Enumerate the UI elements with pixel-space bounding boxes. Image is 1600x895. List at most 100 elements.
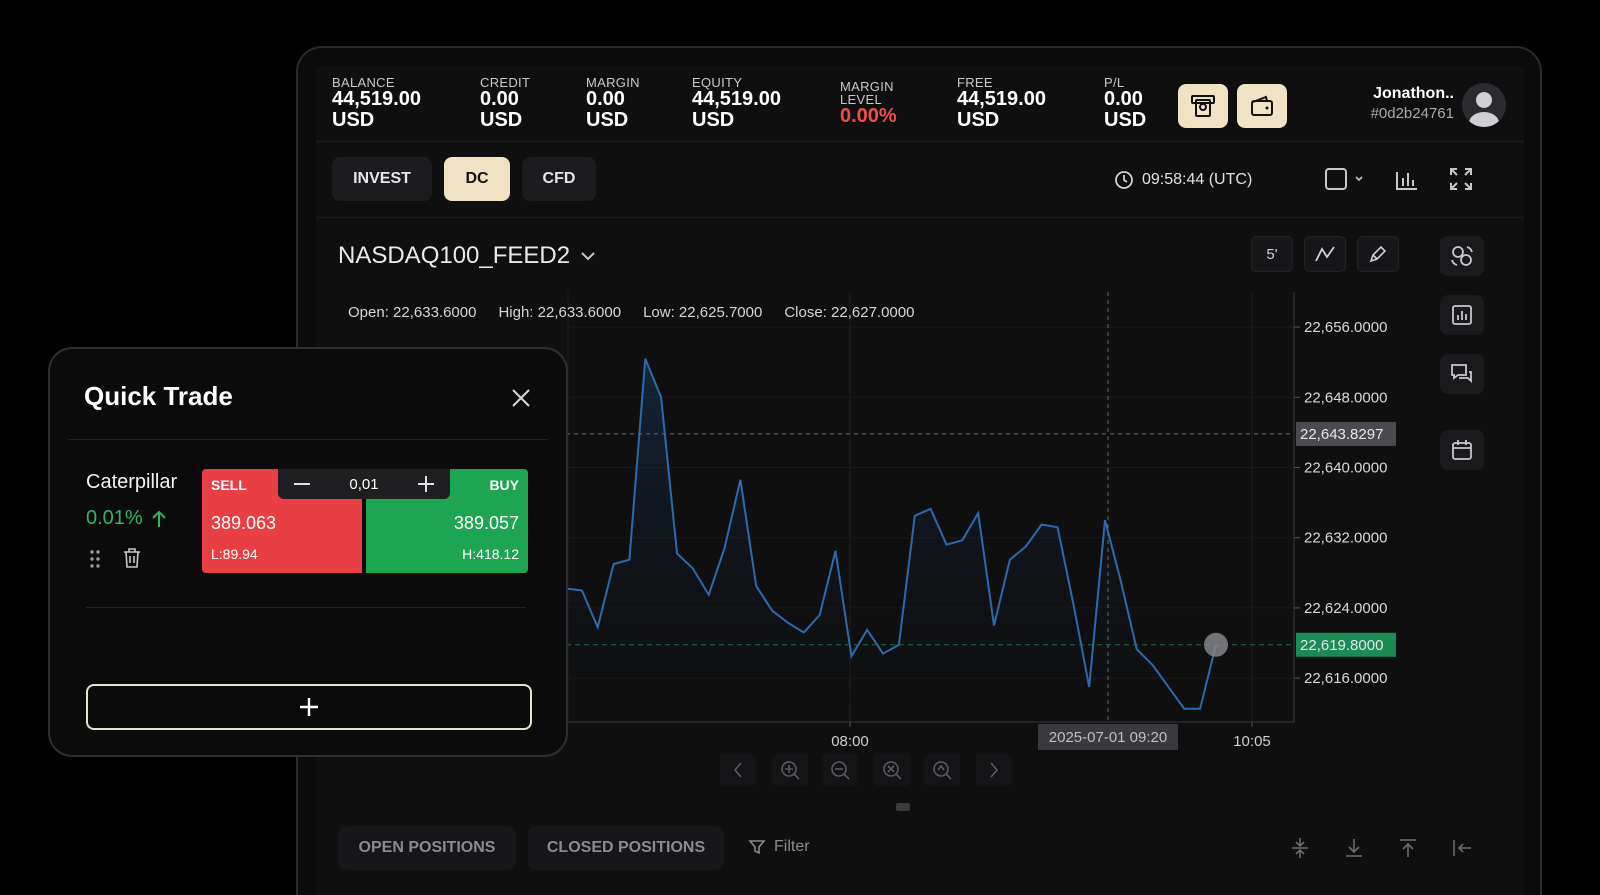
credit-value: 0.00 [480,88,519,110]
free-unit: USD [957,109,1000,131]
reports-button[interactable] [1440,295,1484,335]
divider [86,607,526,608]
delete-button[interactable] [122,547,142,574]
trash-icon [124,548,140,568]
zoom-in-icon [781,761,800,780]
symbol-name: NASDAQ100_FEED2 [338,242,571,269]
atm-icon [1191,95,1215,117]
chat-button[interactable] [1440,354,1484,394]
drag-handle-icon [90,550,100,568]
maximize-panel-button[interactable] [1396,836,1420,865]
calendar-icon [1452,440,1472,460]
deposit-button[interactable] [1178,84,1228,128]
avatar[interactable] [1462,83,1506,127]
calendar-button[interactable] [1440,430,1484,470]
sell-label: SELL [211,477,247,493]
ohlc-open: Open: 22,633.6000 [348,304,477,321]
line-chart-icon [1315,246,1335,262]
chat-icon [1451,364,1472,384]
pl-stat: P/L 0.00 USD [1104,76,1146,131]
minus-icon[interactable] [292,474,312,494]
sync-button[interactable] [1440,236,1484,276]
tab-open-positions[interactable]: OPEN POSITIONS [338,826,516,870]
margin-unit: USD [586,109,629,131]
crosshair-price-label: 22,643.8297 [1300,426,1383,443]
layout-select[interactable] [1324,166,1370,197]
tab-invest[interactable]: INVEST [332,157,432,201]
credit-unit: USD [480,109,523,131]
credit-stat: CREDIT 0.00 USD [480,76,530,131]
arrow-down-icon [1346,839,1362,857]
instrument-change: 0.01% [86,507,167,530]
margin-level-label-2: LEVEL [840,92,882,107]
drawing-tools-button[interactable] [1357,236,1399,272]
free-value: 44,519.00 [957,88,1046,110]
margin-level-value: 0.00% [840,105,897,127]
sync-icon [1451,246,1473,266]
credit-label: CREDIT [480,75,531,90]
plus-icon [300,698,318,716]
wallet-button[interactable] [1237,84,1287,128]
collapse-panel-button[interactable] [1288,836,1312,865]
minimize-panel-button[interactable] [1342,836,1366,865]
balance-value: 44,519.00 [332,88,421,110]
quantity-value[interactable]: 0,01 [349,475,379,493]
chart-indicators-icon [1396,172,1417,190]
free-label: FREE [957,75,993,90]
x-tick-label: 08:00 [831,733,869,750]
current-price-badge [1296,632,1396,657]
buy-price: 389.057 [453,513,519,533]
fullscreen-button[interactable] [1448,166,1474,197]
divider [68,439,548,440]
series-area [566,358,1216,722]
expand-icon [1450,168,1472,190]
clock-icon [1115,171,1133,189]
dock-left-button[interactable] [1450,836,1474,865]
buy-label: BUY [489,477,519,493]
chart-nav-button [720,754,756,786]
tab-cfd[interactable]: CFD [522,157,596,201]
drag-handle[interactable] [88,549,102,574]
zoom-fit-icon [933,761,952,780]
account-summary: BALANCE 44,519.00 USD CREDIT 0.00 USD MA… [316,66,1524,142]
y-tick-label: 22,640.0000 [1304,460,1387,477]
pl-label: P/L [1104,75,1125,90]
clock-text: 09:58:44 (UTC) [1142,171,1253,188]
tab-closed-positions[interactable]: CLOSED POSITIONS [528,826,724,870]
current-price-label: 22,619.8000 [1300,637,1383,654]
add-instrument-button[interactable] [86,684,532,730]
indicators-button[interactable] [1394,166,1420,197]
crosshair-time-label: 2025-07-01 09:20 [1049,729,1167,746]
margin-label: MARGIN [586,75,640,90]
margin-level-label-1: MARGIN [840,79,894,94]
tab-dc[interactable]: DC [444,157,510,201]
y-tick-label: 22,624.0000 [1304,600,1387,617]
balance-stat: BALANCE 44,519.00 USD [332,76,421,131]
trade-widget: SELL 389.063 L:89.94 BUY 389.057 H:418.1… [202,469,528,573]
current-point-marker [1204,632,1228,657]
modal-title: Quick Trade [84,381,233,411]
close-button[interactable] [510,387,532,414]
panel-resize-handle [896,803,910,811]
wallet-icon [1251,95,1273,116]
series-line [565,358,1217,710]
y-tick-label: 22,616.0000 [1304,670,1387,687]
user-info[interactable]: Jonathon.. #0d2b24761 [1371,84,1454,124]
x-tick-label: 10:05 [1233,733,1271,750]
timeframe-button[interactable]: 5' [1251,236,1293,272]
server-clock: 09:58:44 (UTC) [1114,170,1252,190]
user-name: Jonathon.. [1373,85,1454,102]
chart-nav-button [924,754,960,786]
price-chart[interactable]: 22,656.0000 22,648.0000 22,640.0000 22,632.… [316,66,1524,866]
equity-value: 44,519.00 [692,88,781,110]
filter-button[interactable]: Filter [748,838,810,856]
high-value: H:418.12 [462,546,519,562]
margin-stat: MARGIN 0.00 USD [586,76,640,131]
zoom-out-icon [831,761,850,780]
plus-icon[interactable] [416,474,436,494]
equity-label: EQUITY [692,75,743,90]
chart-type-button[interactable] [1304,236,1346,272]
symbol-selector[interactable]: NASDAQ100_FEED2 [338,242,596,270]
pl-unit: USD [1104,109,1147,131]
bar-report-icon [1452,305,1472,325]
